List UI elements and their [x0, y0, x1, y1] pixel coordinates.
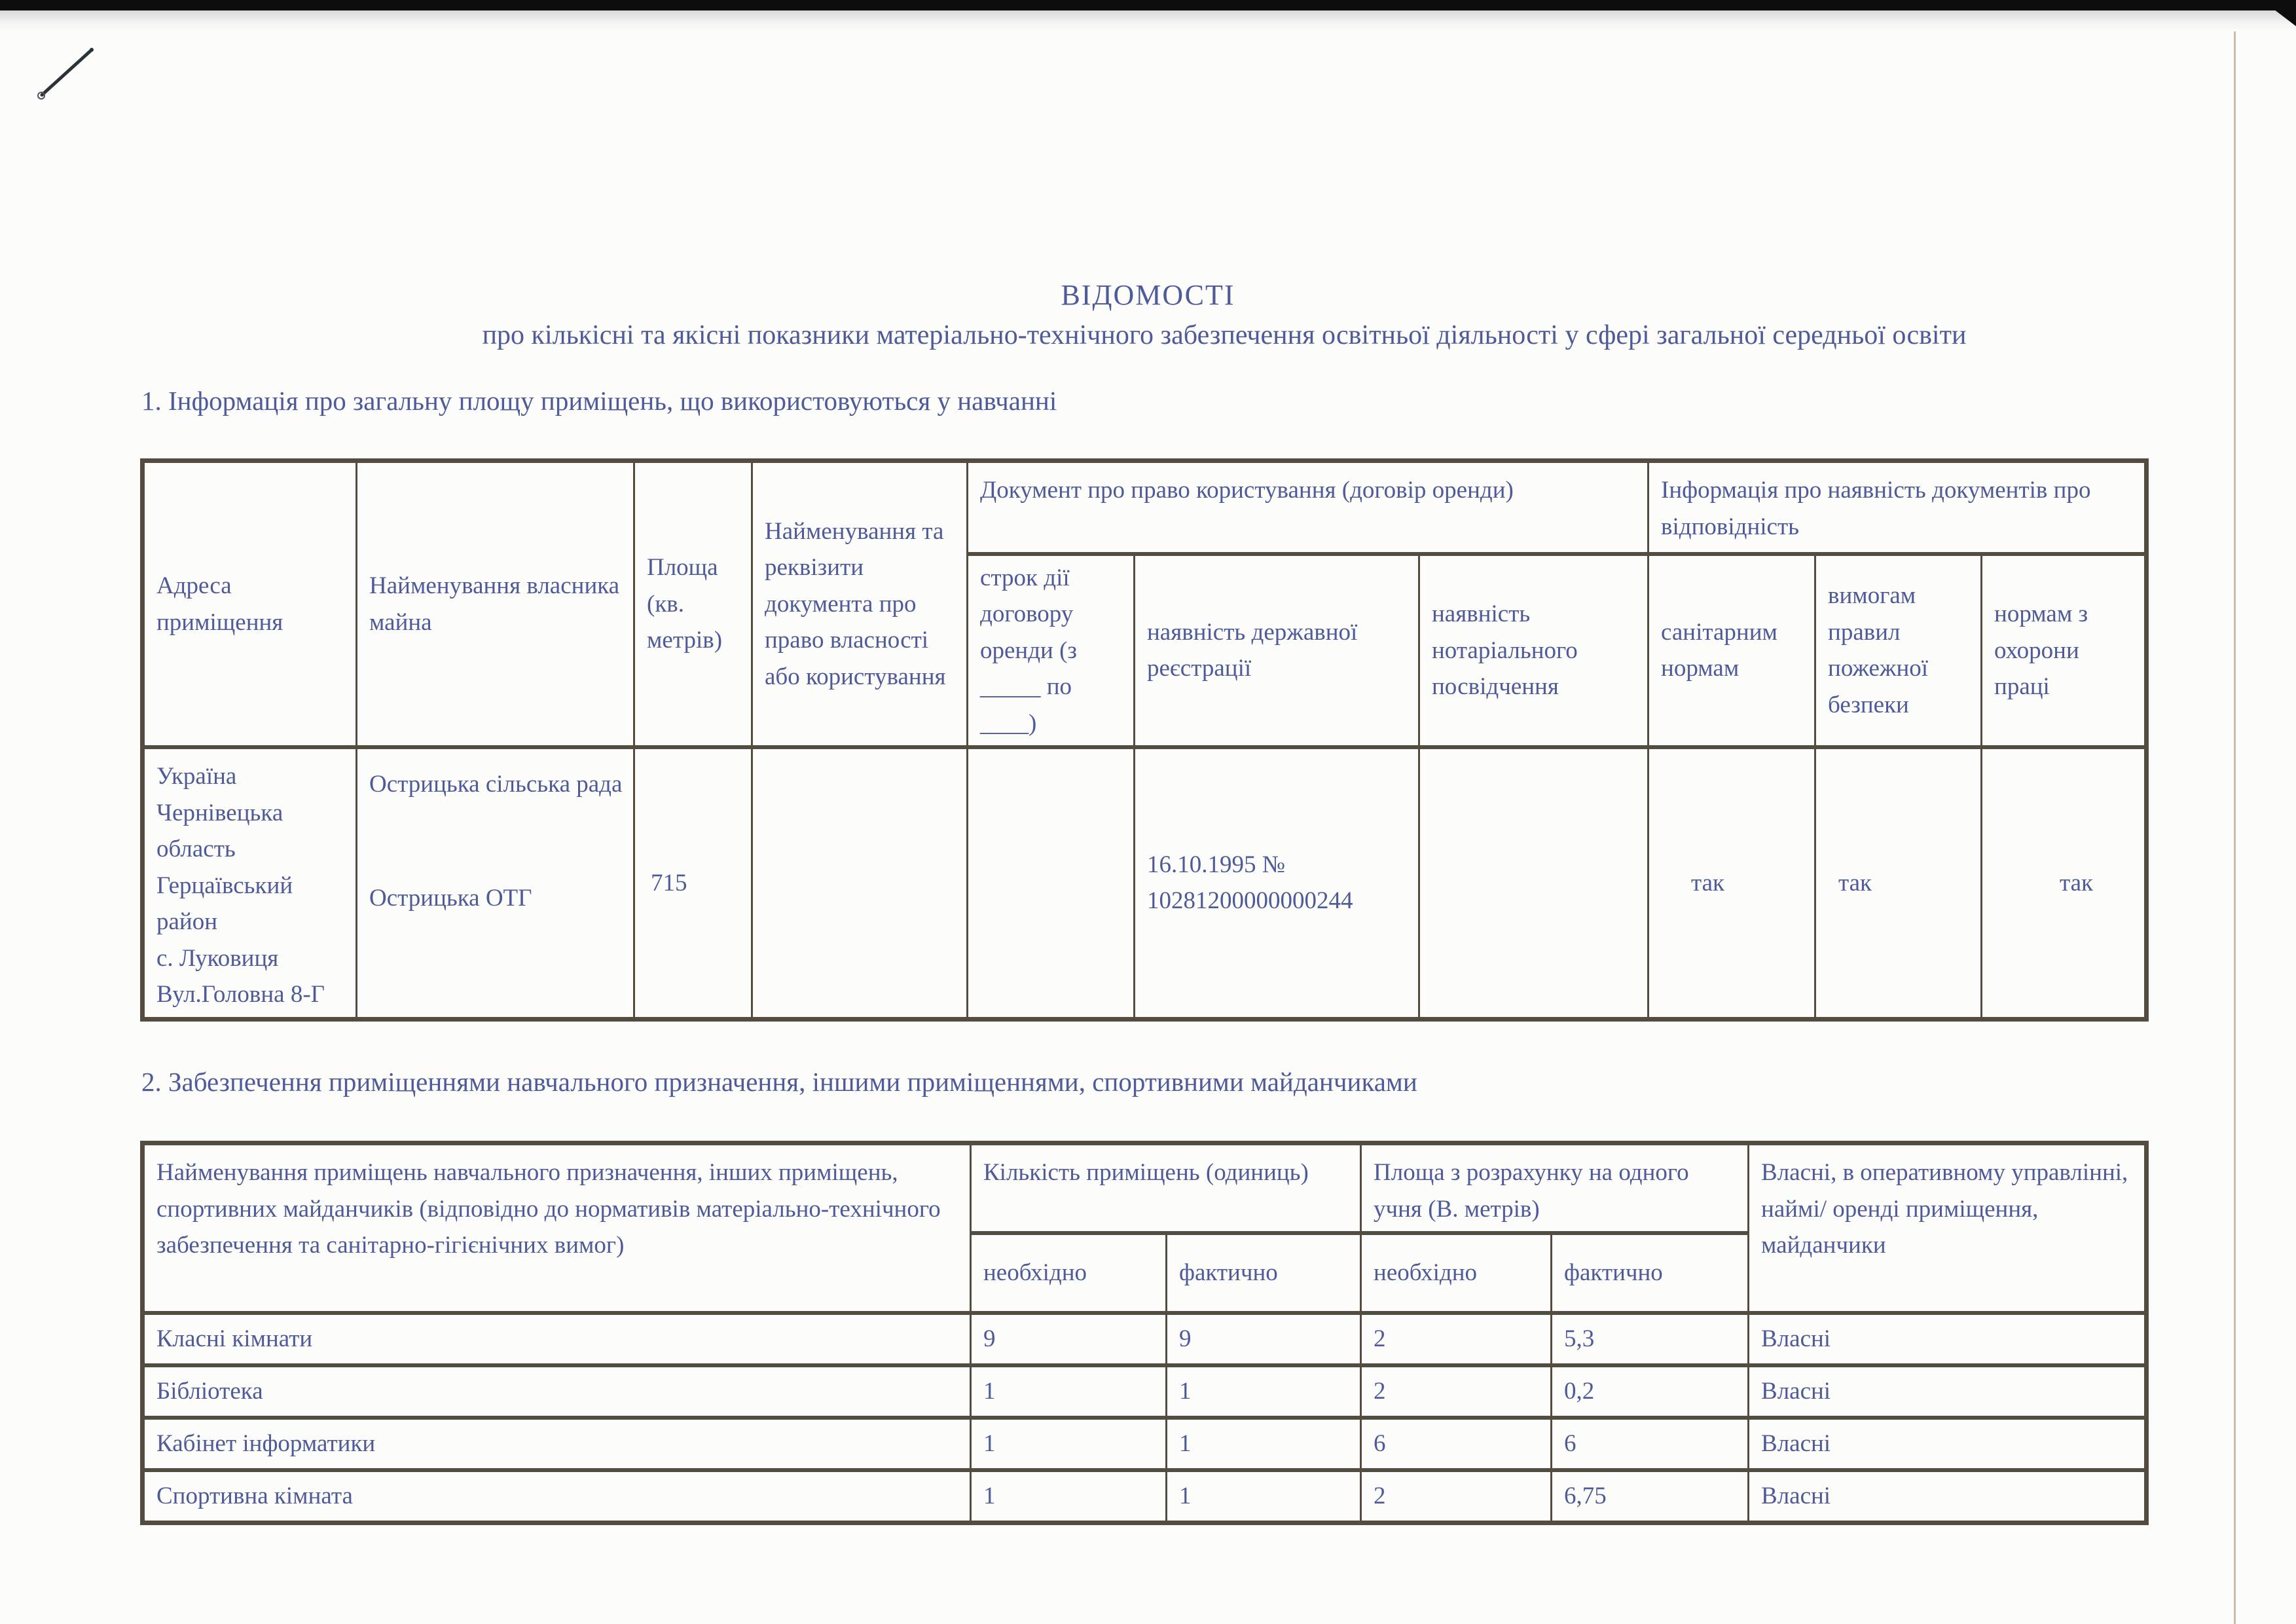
- subheader-area-actual: фактично: [1550, 1231, 1750, 1315]
- cell-count-required: 9: [970, 1311, 1167, 1367]
- col-header-lease-term: строк дії договору оренди (з _____ по __…: [966, 551, 1135, 749]
- col-header-sanitary: санітарним нормам: [1647, 551, 1817, 749]
- col-header-fire-safety: вимогам правил пожежної безпеки: [1814, 551, 1983, 749]
- col-header-address: Адреса приміщення: [141, 458, 357, 749]
- paper-right-edge-line: [2234, 31, 2236, 1624]
- cell-count-actual: 1: [1165, 1363, 1362, 1420]
- rooms-provision-table: Найменування приміщень навчального призн…: [140, 1141, 2149, 1525]
- col-header-labor-safety: нормам з охорони праці: [1980, 551, 2148, 749]
- subheader-count-actual: фактично: [1165, 1231, 1362, 1315]
- cell-area: 715: [633, 745, 753, 1021]
- cell-area-actual: 5,3: [1550, 1311, 1750, 1367]
- cell-owner-line1: Острицька сільська рада: [369, 771, 623, 798]
- group-header-area-per-student: Площа з розрахунку на одного учня (В. ме…: [1360, 1141, 1750, 1235]
- cell-count-actual: 1: [1165, 1468, 1362, 1524]
- cell-room-name: Спортивна кімната: [141, 1468, 972, 1524]
- subheader-area-required: необхідно: [1360, 1231, 1553, 1315]
- table-row: Бібліотека 1 1 2 0,2 Власні: [141, 1363, 2148, 1420]
- cell-count-actual: 9: [1165, 1311, 1362, 1367]
- document-subtitle: про кількісні та якісні показники матері…: [482, 320, 1967, 350]
- cell-room-name: Бібліотека: [141, 1363, 972, 1420]
- cell-area-actual: 6: [1550, 1416, 1750, 1472]
- col-header-room-name: Найменування приміщень навчального призн…: [141, 1141, 972, 1315]
- table-row: Спортивна кімната 1 1 2 6,75 Власні: [141, 1468, 2148, 1524]
- cell-area-actual: 6,75: [1550, 1468, 1750, 1524]
- cell-fire-safety: так: [1814, 745, 1983, 1021]
- col-header-ownership: Власні, в оперативному управлінні, наймі…: [1747, 1141, 2148, 1315]
- cell-doc-name: [751, 745, 968, 1021]
- scan-top-fade: [0, 10, 2296, 31]
- cell-count-required: 1: [970, 1363, 1167, 1420]
- group-header-compliance: Інформація про наявність документів про …: [1647, 458, 2148, 556]
- cell-address: Україна Чернівецька область Герцаївський…: [141, 745, 357, 1021]
- cell-labor-safety: так: [1980, 745, 2148, 1021]
- cell-sanitary: так: [1647, 745, 1817, 1021]
- cell-ownership: Власні: [1747, 1416, 2148, 1472]
- cell-area-required: 2: [1360, 1468, 1553, 1524]
- subheader-count-required: необхідно: [970, 1231, 1167, 1315]
- cell-area-required: 2: [1360, 1311, 1553, 1367]
- cell-notary: [1417, 745, 1650, 1021]
- cell-area-required: 6: [1360, 1416, 1553, 1472]
- col-header-doc-name: Найменування та реквізити документа про …: [751, 458, 968, 749]
- pen-stroke-mark: [37, 48, 94, 100]
- table-row: Класні кімнати 9 9 2 5,3 Власні: [141, 1311, 2148, 1367]
- cell-area-actual: 0,2: [1550, 1363, 1750, 1420]
- col-header-area: Площа (кв. метрів): [633, 458, 753, 749]
- cell-room-name: Класні кімнати: [141, 1311, 972, 1367]
- scan-top-bar: [0, 0, 2296, 10]
- section-1-heading: 1. Інформація про загальну площу приміще…: [141, 386, 1057, 416]
- cell-state-registration: 16.10.1995 № 10281200000000244: [1133, 745, 1420, 1021]
- cell-count-required: 1: [970, 1416, 1167, 1472]
- group-header-room-count: Кількість приміщень (одиниць): [969, 1141, 1362, 1235]
- group-header-usage-document: Документ про право користування (договір…: [966, 458, 1650, 556]
- col-header-owner: Найменування власника майна: [355, 458, 635, 749]
- col-header-state-registration: наявність державної реєстрації: [1133, 551, 1420, 749]
- cell-count-actual: 1: [1165, 1416, 1362, 1472]
- cell-ownership: Власні: [1747, 1363, 2148, 1420]
- cell-room-name: Кабінет інформатики: [141, 1416, 972, 1472]
- cell-owner: Острицька сільська рада Острицька ОТГ: [355, 745, 635, 1021]
- table-row: Кабінет інформатики 1 1 6 6 Власні: [141, 1416, 2148, 1472]
- cell-area-required: 2: [1360, 1363, 1553, 1420]
- cell-count-required: 1: [970, 1468, 1167, 1524]
- premises-area-table: Адреса приміщення Найменування власника …: [140, 458, 2149, 1022]
- col-header-notary: наявність нотаріального посвідчення: [1417, 551, 1650, 749]
- cell-ownership: Власні: [1747, 1311, 2148, 1367]
- cell-lease-term: [966, 745, 1135, 1021]
- section-2-heading: 2. Забезпечення приміщеннями навчального…: [141, 1067, 1417, 1097]
- document-title: ВІДОМОСТІ: [1061, 279, 1235, 311]
- cell-owner-line2: Острицька ОТГ: [369, 884, 532, 912]
- cell-ownership: Власні: [1747, 1468, 2148, 1524]
